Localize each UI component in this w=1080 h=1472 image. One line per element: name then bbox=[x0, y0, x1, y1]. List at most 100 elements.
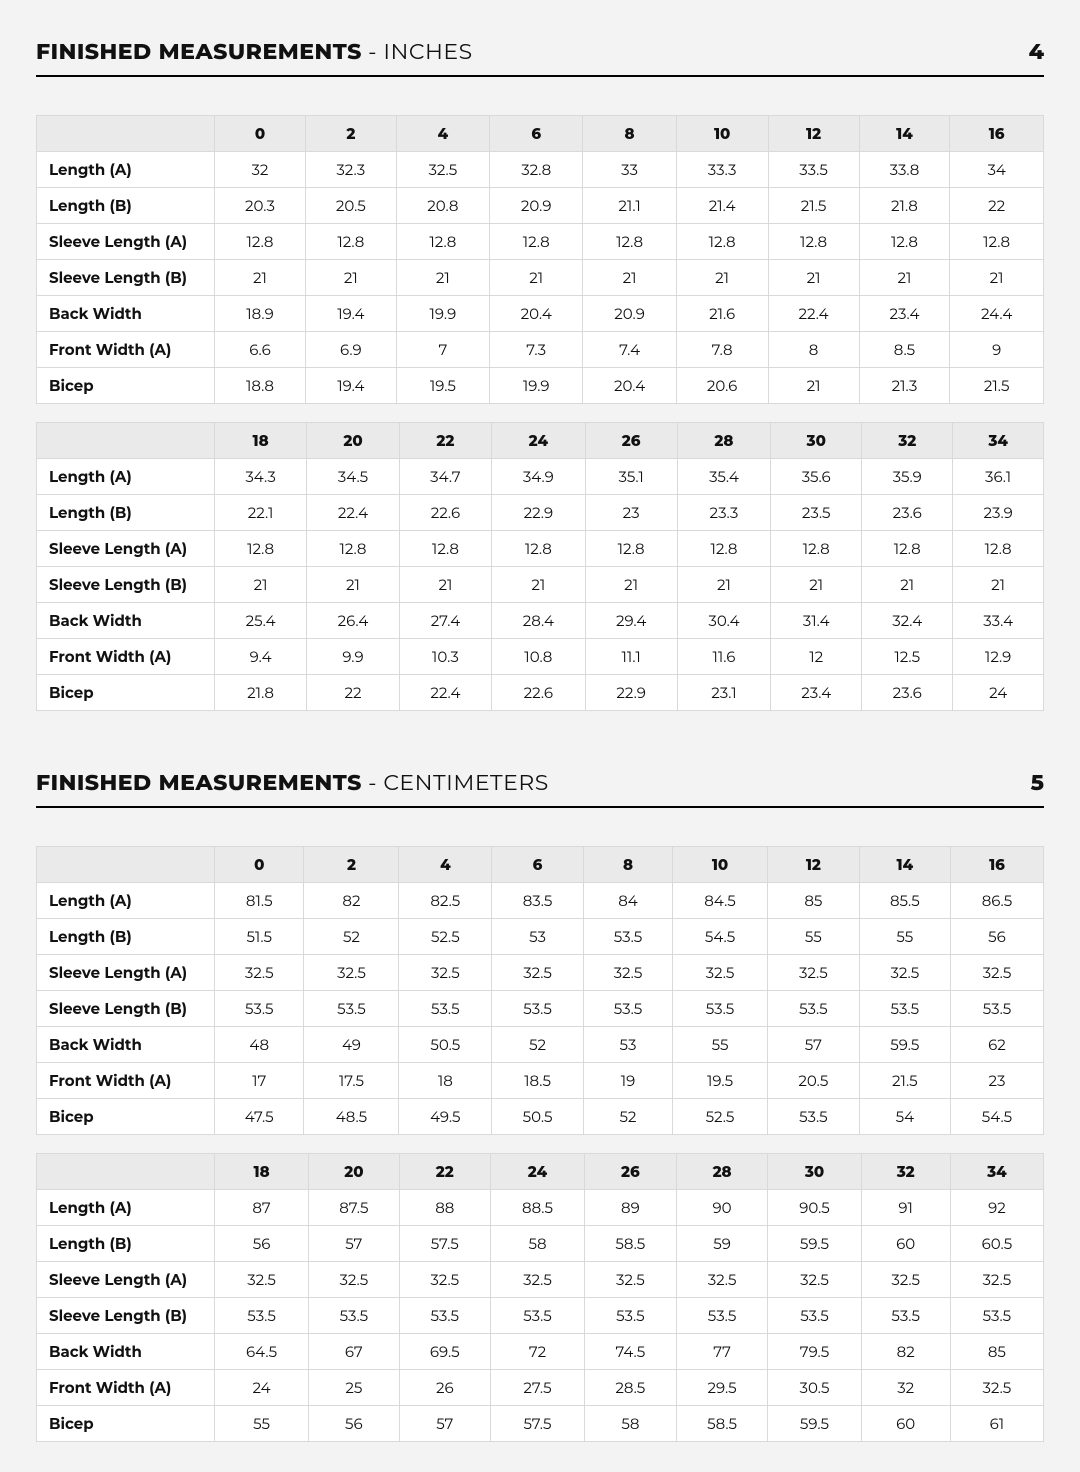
table-cell: 21 bbox=[585, 567, 677, 603]
column-header: 0 bbox=[215, 847, 304, 883]
table-cell: 32.5 bbox=[950, 955, 1043, 991]
table-cell: 92 bbox=[950, 1190, 1043, 1226]
column-header: 10 bbox=[673, 847, 768, 883]
table-cell: 32.5 bbox=[768, 955, 860, 991]
table-cell: 53 bbox=[583, 1027, 672, 1063]
table-cell: 58.5 bbox=[676, 1406, 768, 1442]
table-cell: 21 bbox=[950, 260, 1044, 296]
table-cell: 32.5 bbox=[399, 1262, 490, 1298]
table-cell: 21 bbox=[771, 567, 862, 603]
table-cell: 22 bbox=[307, 675, 400, 711]
table-cell: 53.5 bbox=[584, 1298, 676, 1334]
table-cell: 26 bbox=[399, 1370, 490, 1406]
table-cell: 12.8 bbox=[950, 224, 1044, 260]
table-cell: 12.8 bbox=[953, 531, 1044, 567]
section-header: FINISHED MEASUREMENTS - INCHES4 bbox=[36, 38, 1044, 77]
table-cell: 32.4 bbox=[862, 603, 953, 639]
measurements-table: 0246810121416Length (A)81.58282.583.5848… bbox=[36, 846, 1044, 1135]
table-cell: 21.4 bbox=[676, 188, 768, 224]
column-header: 30 bbox=[768, 1154, 861, 1190]
row-header: Back Width bbox=[37, 1334, 215, 1370]
table-cell: 18.8 bbox=[215, 368, 306, 404]
row-header: Back Width bbox=[37, 1027, 215, 1063]
table-cell: 20.9 bbox=[583, 296, 676, 332]
table-cell: 19.5 bbox=[396, 368, 489, 404]
table-cell: 8.5 bbox=[859, 332, 950, 368]
table-cell: 60.5 bbox=[950, 1226, 1043, 1262]
row-header: Length (B) bbox=[37, 188, 215, 224]
table-cell: 7.8 bbox=[676, 332, 768, 368]
table-cell: 32.5 bbox=[215, 1262, 309, 1298]
table-cell: 12.8 bbox=[215, 531, 307, 567]
table-cell: 20.5 bbox=[768, 1063, 860, 1099]
table-cell: 12.8 bbox=[492, 531, 586, 567]
table-cell: 19.9 bbox=[490, 368, 583, 404]
row-header: Length (B) bbox=[37, 1226, 215, 1262]
table-cell: 34.9 bbox=[492, 459, 586, 495]
measurements-table-wrap: 182022242628303234Length (A)8787.58888.5… bbox=[36, 1153, 1044, 1442]
row-header: Sleeve Length (A) bbox=[37, 1262, 215, 1298]
table-cell: 53.5 bbox=[768, 1298, 861, 1334]
table-cell: 22.4 bbox=[399, 675, 491, 711]
table-cell: 18.5 bbox=[492, 1063, 584, 1099]
table-cell: 28.5 bbox=[584, 1370, 676, 1406]
table-cell: 33.3 bbox=[676, 152, 768, 188]
section-title-bold: FINISHED MEASUREMENTS bbox=[36, 769, 362, 796]
table-cell: 22.1 bbox=[215, 495, 307, 531]
column-header: 16 bbox=[950, 847, 1043, 883]
table-cell: 74.5 bbox=[584, 1334, 676, 1370]
table-cell: 86.5 bbox=[950, 883, 1043, 919]
measurements-table-wrap: 182022242628303234Length (A)34.334.534.7… bbox=[36, 422, 1044, 711]
table-row: Bicep21.82222.422.622.923.123.423.624 bbox=[37, 675, 1044, 711]
table-cell: 29.4 bbox=[585, 603, 677, 639]
table-cell: 69.5 bbox=[399, 1334, 490, 1370]
table-cell: 34.5 bbox=[307, 459, 400, 495]
table-cell: 22.4 bbox=[307, 495, 400, 531]
table-cell: 32 bbox=[215, 152, 306, 188]
table-cell: 21 bbox=[859, 260, 950, 296]
table-cell: 32.5 bbox=[768, 1262, 861, 1298]
table-cell: 21 bbox=[953, 567, 1044, 603]
table-cell: 34.3 bbox=[215, 459, 307, 495]
table-cell: 12.8 bbox=[768, 224, 859, 260]
row-header: Length (A) bbox=[37, 152, 215, 188]
column-header: 0 bbox=[215, 116, 306, 152]
column-header: 18 bbox=[215, 423, 307, 459]
table-cell: 57 bbox=[768, 1027, 860, 1063]
table-cell: 64.5 bbox=[215, 1334, 309, 1370]
table-cell: 30.5 bbox=[768, 1370, 861, 1406]
row-header: Length (A) bbox=[37, 1190, 215, 1226]
table-cell: 32.5 bbox=[396, 152, 489, 188]
table-cell: 54 bbox=[859, 1099, 950, 1135]
table-cell: 21 bbox=[583, 260, 676, 296]
table-cell: 32.5 bbox=[673, 955, 768, 991]
table-cell: 12.9 bbox=[953, 639, 1044, 675]
table-cell: 53.5 bbox=[304, 991, 399, 1027]
table-cell: 21 bbox=[768, 260, 859, 296]
table-cell: 11.1 bbox=[585, 639, 677, 675]
table-cell: 27.4 bbox=[399, 603, 491, 639]
table-cell: 57.5 bbox=[491, 1406, 585, 1442]
table-cell: 53.5 bbox=[673, 991, 768, 1027]
table-row: Back Width25.426.427.428.429.430.431.432… bbox=[37, 603, 1044, 639]
table-cell: 21.5 bbox=[859, 1063, 950, 1099]
row-header: Back Width bbox=[37, 603, 215, 639]
table-cell: 72 bbox=[491, 1334, 585, 1370]
table-cell: 32.5 bbox=[491, 1262, 585, 1298]
table-cell: 22.9 bbox=[492, 495, 586, 531]
table-cell: 49.5 bbox=[399, 1099, 492, 1135]
column-header: 28 bbox=[676, 1154, 768, 1190]
table-cell: 21 bbox=[490, 260, 583, 296]
table-cell: 51.5 bbox=[215, 919, 304, 955]
table-cell: 77 bbox=[676, 1334, 768, 1370]
table-cell: 27.5 bbox=[491, 1370, 585, 1406]
table-cell: 55 bbox=[215, 1406, 309, 1442]
table-row: Sleeve Length (A)32.532.532.532.532.532.… bbox=[37, 1262, 1044, 1298]
row-header: Sleeve Length (B) bbox=[37, 567, 215, 603]
table-cell: 12.8 bbox=[583, 224, 676, 260]
table-cell: 22.6 bbox=[492, 675, 586, 711]
column-header: 12 bbox=[768, 847, 860, 883]
table-cell: 52.5 bbox=[399, 919, 492, 955]
section-title: FINISHED MEASUREMENTS - INCHES bbox=[36, 38, 473, 65]
table-cell: 12 bbox=[771, 639, 862, 675]
